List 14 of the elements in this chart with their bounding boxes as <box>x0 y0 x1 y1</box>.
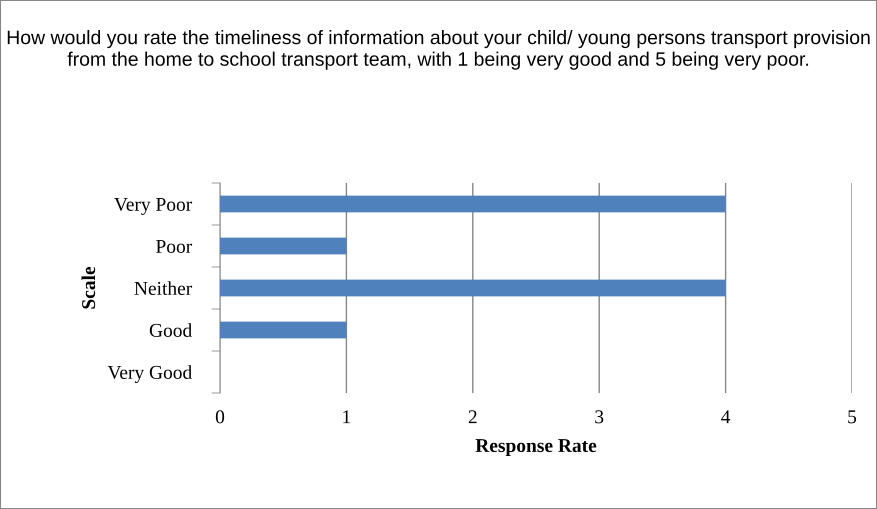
y-tick-label: Very Good <box>108 365 192 383</box>
y-tick-label: Very Poor <box>114 198 192 215</box>
x-tick-label: 3 <box>595 410 604 424</box>
y-axis-title: Scale <box>81 266 96 309</box>
y-tick-label: Poor <box>156 240 192 253</box>
y-tick-label: Good <box>150 323 192 337</box>
x-tick-label: 4 <box>721 410 730 424</box>
chart-title: How would you rate the timeliness of information about your child/ young persons transport provision from the home to school transport team, with 1 being very good and 5 being very poor. <box>8 30 870 70</box>
x-tick-label: 1 <box>343 410 350 424</box>
x-tick-label: 2 <box>468 410 477 424</box>
y-tick-label: Neither <box>134 281 192 295</box>
x-tick-label: 0 <box>216 410 224 424</box>
x-tick-label: 5 <box>848 410 856 424</box>
x-axis-title: Response Rate <box>476 439 596 456</box>
